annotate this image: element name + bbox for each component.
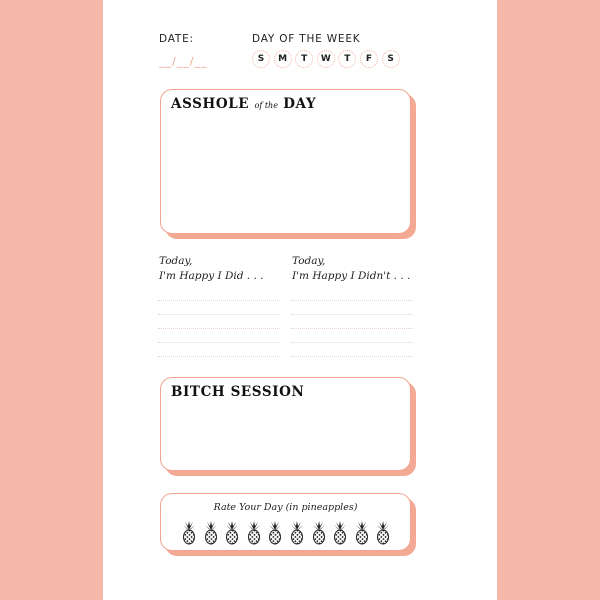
happy-didnt-line2: I'm Happy I Didn't . . . [292,270,411,282]
happy-did-heading: Today, I'm Happy I Did . . . [159,254,263,284]
happy-did-line2: I'm Happy I Did . . . [159,270,264,282]
pineapple-icon[interactable] [181,521,197,545]
pineapple-rating [181,521,391,545]
pineapple-icon[interactable] [246,521,262,545]
title-small: of the [254,101,278,110]
pineapple-icon[interactable] [224,521,240,545]
week-label: DAY OF THE WEEK [252,33,361,45]
day-monday[interactable]: M [273,50,292,68]
pineapple-icon[interactable] [267,521,283,545]
happy-didnt-line1: Today, [292,255,326,267]
rate-your-day-box: Rate Your Day (in pineapples) [160,493,411,551]
asshole-box-title: ASSHOLE of the DAY [171,96,316,112]
happy-didnt-heading: Today, I'm Happy I Didn't . . . [292,254,410,284]
pineapple-icon[interactable] [203,521,219,545]
pineapple-icon[interactable] [332,521,348,545]
pineapple-icon[interactable] [375,521,391,545]
pineapple-icon[interactable] [354,521,370,545]
happy-did-writing-line[interactable] [158,300,280,301]
happy-didnt-writing-line[interactable] [291,300,413,301]
bitch-session-title: BITCH SESSION [171,384,305,400]
day-of-week-selector: S M T W T F S [252,50,400,68]
day-saturday[interactable]: S [381,50,400,68]
day-friday[interactable]: F [359,50,378,68]
happy-didnt-writing-line[interactable] [291,314,413,315]
day-sunday[interactable]: S [252,50,270,68]
rate-label: Rate Your Day (in pineapples) [213,502,358,513]
pineapple-icon[interactable] [289,521,305,545]
date-label: DATE: [159,33,194,45]
day-wednesday[interactable]: W [316,50,335,68]
date-field[interactable]: __/__/__ [159,55,208,68]
happy-did-writing-line[interactable] [158,342,280,343]
happy-did-writing-line[interactable] [158,314,280,315]
asshole-of-the-day-box[interactable]: ASSHOLE of the DAY [160,89,411,234]
title-end: DAY [283,96,317,112]
happy-did-writing-line[interactable] [158,356,280,357]
title-main: ASSHOLE [171,96,250,112]
day-tuesday[interactable]: T [295,50,314,68]
happy-didnt-writing-line[interactable] [291,342,413,343]
bitch-session-box[interactable]: BITCH SESSION [160,377,411,471]
happy-didnt-writing-line[interactable] [291,328,413,329]
day-thursday[interactable]: T [338,50,357,68]
happy-didnt-writing-line[interactable] [291,356,413,357]
happy-did-line1: Today, [159,255,193,267]
pineapple-icon[interactable] [311,521,327,545]
happy-did-writing-line[interactable] [158,328,280,329]
